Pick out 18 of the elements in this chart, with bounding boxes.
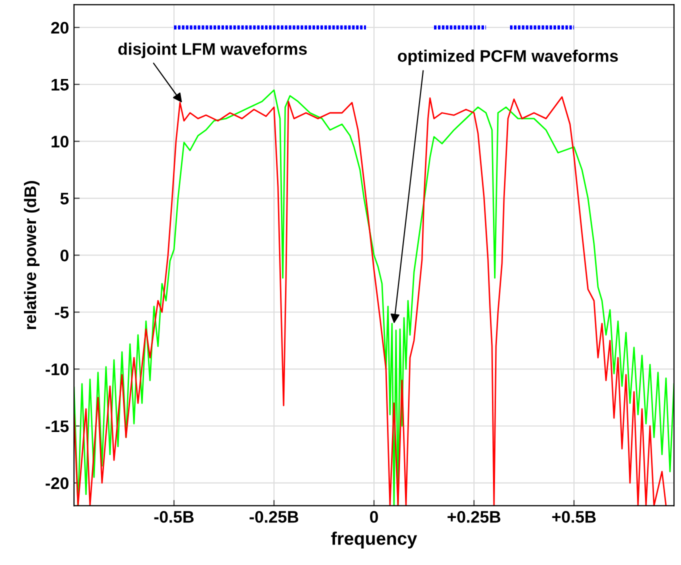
y-tick-label: 20 [51,22,68,34]
y-tick-label: 15 [52,78,69,91]
y-tick-label: -15 [46,420,69,432]
y-axis-title: relative power (dB) [24,181,40,330]
x-axis-title: frequency [331,532,418,548]
y-tick-label: -10 [46,363,68,376]
x-tick-label: -0.25B [250,511,298,523]
x-tick-label: +0.25B [448,511,500,523]
y-tick-label: 0 [60,250,68,262]
x-tick-label: -0.5B [154,511,194,523]
annotation: disjoint LFM waveforms [118,42,307,58]
annotation: optimized PCFM waveforms [398,50,618,66]
x-tick-label: 0 [370,511,378,523]
x-tick-label: +0.5B [552,511,596,523]
y-tick-label: 5 [60,192,69,204]
y-tick-label: -20 [46,477,68,490]
y-tick-label: 10 [52,136,68,148]
y-tick-label: -5 [54,306,69,318]
